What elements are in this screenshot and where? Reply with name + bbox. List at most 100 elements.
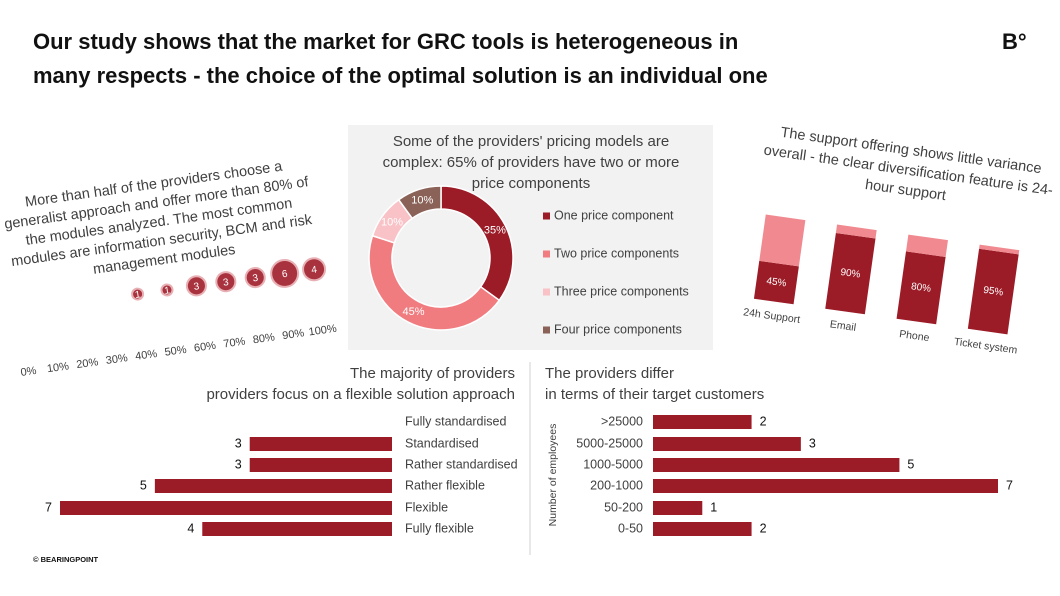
data-label: 2 — [760, 521, 767, 535]
donut-slice — [368, 234, 501, 331]
data-label: 3 — [809, 436, 816, 450]
data-label: 35% — [484, 224, 506, 236]
data-label: 2 — [760, 414, 767, 428]
chart-title: The majority of providers — [350, 365, 515, 382]
x-tick-label: 50% — [164, 344, 188, 359]
bubble — [131, 287, 145, 301]
y-tick-label: 200-1000 — [590, 478, 643, 492]
legend-label: One price component — [554, 208, 674, 222]
bar-segment — [896, 251, 946, 325]
bubble-label: 1 — [134, 289, 141, 301]
x-tick-label: 100% — [308, 323, 338, 339]
bar-segment — [753, 260, 799, 305]
bubble-label: 3 — [193, 281, 200, 293]
x-tick-label: Ticket system — [953, 336, 1018, 357]
bubble — [244, 267, 266, 289]
bar — [653, 415, 752, 429]
chart: The support offering shows little varian… — [743, 125, 1054, 357]
chart-title: providers focus on a flexible solution a… — [206, 386, 515, 403]
bar — [60, 501, 392, 515]
bubble — [185, 275, 207, 297]
data-label: 90% — [840, 267, 861, 281]
x-tick-label: 30% — [105, 352, 129, 367]
bubble-label: 6 — [281, 269, 288, 281]
bar — [653, 479, 998, 493]
data-label: 10% — [381, 216, 403, 228]
chart-title: price components — [472, 175, 590, 192]
legend-swatch — [543, 326, 550, 334]
data-label: 45% — [766, 276, 787, 290]
x-tick-label: 60% — [193, 340, 217, 355]
bubble-label: 1 — [164, 285, 171, 297]
chart-title: complex: 65% of providers have two or mo… — [383, 154, 680, 171]
data-label: 7 — [1006, 478, 1013, 492]
x-tick-label: 70% — [223, 335, 247, 350]
bubble-label: 3 — [222, 277, 229, 289]
chart-title: The providers differ — [545, 365, 674, 382]
y-tick-label: Rather standardised — [405, 457, 518, 471]
bar — [653, 522, 752, 536]
data-label: 5 — [140, 478, 147, 492]
x-tick-label: 90% — [282, 327, 306, 342]
logo: B° — [1002, 29, 1027, 54]
data-label: 45% — [403, 306, 425, 318]
chart: The majority of providers providers focus… — [45, 365, 518, 536]
chart-title: in terms of their target customers — [545, 386, 764, 403]
data-label: 3 — [235, 457, 242, 471]
x-tick-label: 10% — [46, 360, 70, 375]
data-label: 7 — [45, 500, 52, 514]
bar — [154, 479, 392, 493]
bubble — [302, 257, 327, 282]
legend-label: Four price components — [554, 322, 682, 336]
data-label: 4 — [187, 521, 194, 535]
bar — [249, 437, 392, 451]
slide-title: Our study shows that the market for GRC … — [33, 29, 738, 54]
bar-segment — [979, 244, 1020, 255]
legend-swatch — [543, 212, 550, 220]
bubble — [270, 258, 300, 288]
bar-segment — [759, 214, 806, 267]
bar — [653, 458, 900, 472]
legend-swatch — [543, 288, 550, 296]
donut-slice — [397, 185, 442, 220]
legend-label: Three price components — [554, 284, 689, 298]
bar-segment — [825, 232, 876, 315]
x-tick-label: Email — [829, 318, 857, 334]
data-label: 95% — [983, 285, 1004, 299]
y-axis-label: Number of employees — [547, 424, 559, 527]
bar-segment — [906, 234, 948, 257]
bubble-label: 3 — [252, 273, 259, 285]
y-tick-label: 5000-25000 — [576, 436, 643, 450]
y-tick-label: 1000-5000 — [583, 457, 643, 471]
bar — [249, 458, 392, 472]
bar-segment — [835, 224, 877, 239]
y-tick-label: Fully standardised — [405, 414, 506, 428]
data-label: 5 — [907, 457, 914, 471]
data-label: 1 — [710, 500, 717, 514]
y-tick-label: Rather flexible — [405, 478, 485, 492]
y-tick-label: 50-200 — [604, 500, 643, 514]
bubble — [215, 271, 237, 293]
x-tick-label: 20% — [76, 356, 100, 371]
data-label: 10% — [411, 194, 433, 206]
bubble-label: 4 — [311, 265, 318, 277]
data-label: 3 — [235, 436, 242, 450]
x-tick-label: 40% — [134, 348, 158, 363]
y-tick-label: Standardised — [405, 436, 479, 450]
bar — [653, 437, 801, 451]
footer: © BEARINGPOINT — [33, 555, 99, 564]
bar-segment — [967, 248, 1019, 335]
bubble — [160, 283, 174, 297]
chart: The providers differ in terms of their ta… — [545, 365, 1013, 536]
x-tick-label: Phone — [898, 328, 930, 344]
chart: More than half of the providers choose a… — [3, 159, 338, 379]
data-label: 80% — [910, 281, 931, 295]
x-tick-label: 0% — [20, 365, 38, 379]
y-tick-label: Flexible — [405, 500, 448, 514]
y-tick-label: >25000 — [601, 414, 643, 428]
chart: Some of the providers' pricing models ar… — [368, 133, 689, 336]
slide-title: many respects - the choice of the optima… — [33, 63, 768, 88]
legend-label: Two price components — [554, 246, 679, 260]
chart-title: Some of the providers' pricing models ar… — [393, 133, 669, 150]
